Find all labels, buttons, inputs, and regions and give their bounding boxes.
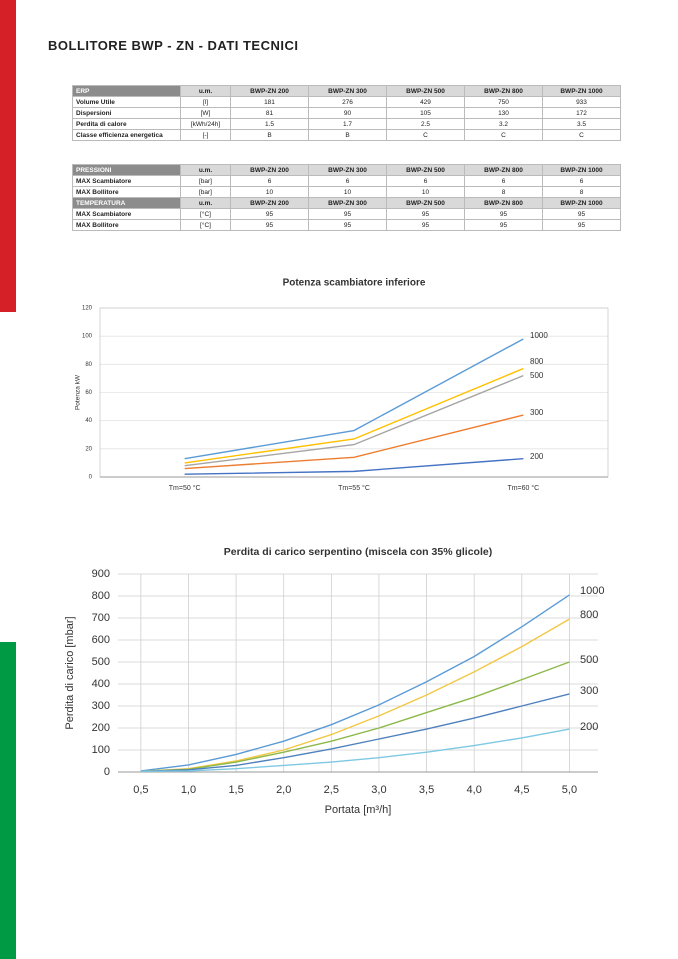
series-line xyxy=(184,457,524,475)
table-cell: 95 xyxy=(542,219,621,231)
y-tick-label: 700 xyxy=(92,612,110,624)
y-tick-label: 120 xyxy=(82,306,93,312)
red-stripe xyxy=(0,0,16,312)
x-tick-label: 1,5 xyxy=(228,784,243,796)
table-cell: C xyxy=(542,129,621,141)
series-line xyxy=(140,693,570,773)
chart-title: Perdita di carico serpentino (miscela co… xyxy=(224,546,492,558)
table-cell: [°C] xyxy=(180,219,231,231)
table-cell: 95 xyxy=(230,219,309,231)
table-row: MAX Bollitore [bar] 10 10 10 8 8 xyxy=(72,186,621,198)
x-tick-label: Tm=60 °C xyxy=(507,484,539,492)
series-line xyxy=(140,728,570,773)
series-line xyxy=(184,374,524,467)
y-tick-label: 100 xyxy=(92,744,110,756)
y-tick-label: 40 xyxy=(85,418,92,424)
y-tick-label: 20 xyxy=(85,446,92,452)
table-cell: C xyxy=(464,129,543,141)
x-tick-label: 1,0 xyxy=(181,784,196,796)
x-tick-label: 3,5 xyxy=(419,784,434,796)
table-row: Classe efficienza energetica [-] B B C C C xyxy=(72,129,621,141)
y-axis-label: Perdita di carico [mbar] xyxy=(64,616,76,729)
y-tick-label: 400 xyxy=(92,678,110,690)
table-cell: BWP-ZN 300 xyxy=(308,85,387,97)
green-stripe xyxy=(0,642,16,959)
table-cell: C xyxy=(386,129,465,141)
series-line xyxy=(140,661,570,773)
spec-table: PRESSIONI u.m. BWP-ZN 200 BWP-ZN 300 BWP-ZN … xyxy=(72,164,621,231)
table-row: MAX Scambiatore [bar] 6 6 6 6 6 xyxy=(72,175,621,187)
series-label: 800 xyxy=(580,609,598,621)
y-tick-label: 200 xyxy=(92,722,110,734)
series-line xyxy=(184,367,524,464)
x-tick-label: 2,5 xyxy=(324,784,339,796)
series-label: 300 xyxy=(580,685,598,697)
y-tick-label: 80 xyxy=(85,362,92,368)
x-tick-label: 0,5 xyxy=(133,784,148,796)
x-tick-label: 2,0 xyxy=(276,784,291,796)
table-cell: B xyxy=(308,129,387,141)
table-row: MAX Scambiatore [°C] 95 95 95 95 95 xyxy=(72,208,621,220)
y-tick-label: 600 xyxy=(92,634,110,646)
series-label: 500 xyxy=(530,371,544,380)
y-tick-label: 800 xyxy=(92,590,110,602)
series-label: 300 xyxy=(530,408,544,417)
series-label: 800 xyxy=(530,357,544,366)
x-tick-label: 4,5 xyxy=(514,784,529,796)
x-tick-label: 5,0 xyxy=(562,784,577,796)
y-tick-label: 60 xyxy=(85,390,92,396)
series-label: 200 xyxy=(530,452,544,461)
series-line xyxy=(184,414,524,470)
series-label: 200 xyxy=(580,721,598,733)
spec-table: ERP u.m. BWP-ZN 200 BWP-ZN 300 BWP-ZN 500 BWP… xyxy=(72,85,621,141)
y-tick-label: 300 xyxy=(92,700,110,712)
y-tick-label: 100 xyxy=(82,334,93,340)
page-title: BOLLITORE BWP - ZN - DATI TECNICI xyxy=(48,38,299,53)
y-tick-label: 500 xyxy=(92,656,110,668)
table-cell: B xyxy=(230,129,309,141)
table-cell: 95 xyxy=(386,219,465,231)
y-tick-label: 0 xyxy=(104,766,110,778)
x-tick-label: 4,0 xyxy=(467,784,482,796)
y-tick-label: 900 xyxy=(92,568,110,580)
series-line xyxy=(184,338,524,460)
table-row: MAX Bollitore [°C] 95 95 95 95 95 xyxy=(72,219,621,231)
x-tick-label: Tm=50 °C xyxy=(169,484,201,492)
chart-title: Potenza scambiatore inferiore xyxy=(283,278,426,289)
series-line xyxy=(140,618,570,773)
x-axis-label: Portata [m³/h] xyxy=(325,804,392,816)
series-label: 1000 xyxy=(580,585,604,597)
series-line xyxy=(140,594,570,772)
y-axis-label: Potenza kW xyxy=(75,374,82,410)
x-tick-label: 3,0 xyxy=(371,784,386,796)
x-tick-label: Tm=55 °C xyxy=(338,484,370,492)
series-label: 500 xyxy=(580,654,598,666)
table-cell: u.m. xyxy=(180,164,231,176)
series-label: 1000 xyxy=(530,331,548,340)
y-tick-label: 0 xyxy=(89,475,93,481)
